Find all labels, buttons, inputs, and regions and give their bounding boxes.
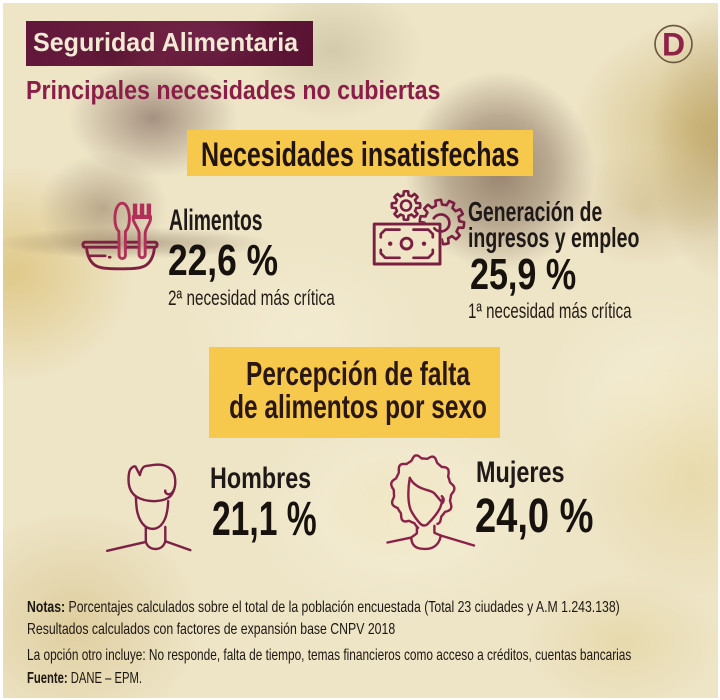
svg-text:D: D [662,26,685,62]
